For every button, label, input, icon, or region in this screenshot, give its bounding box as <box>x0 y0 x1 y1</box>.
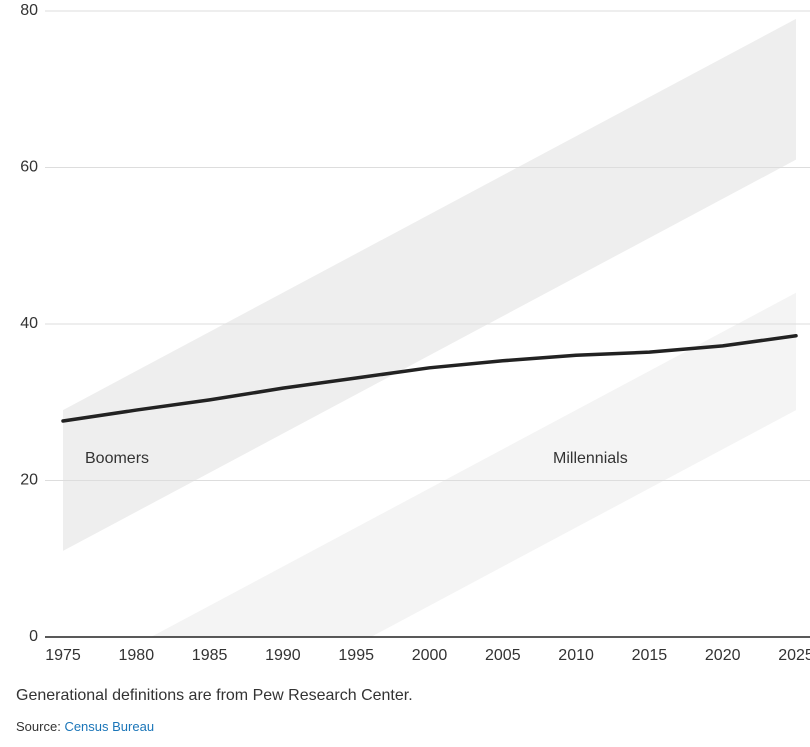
source: Source: Census Bureau <box>16 719 154 734</box>
x-tick-label: 2005 <box>485 647 521 664</box>
y-tick-label: 20 <box>20 472 38 489</box>
line <box>61 333 798 423</box>
band <box>150 292 796 637</box>
x-tick-label: 2010 <box>558 647 594 664</box>
y-tick-label: 40 <box>20 315 38 332</box>
x-tick-label: 2020 <box>705 647 741 664</box>
x-tick-label: 1990 <box>265 647 301 664</box>
source-label: Source: <box>16 719 61 734</box>
x-tick-label: 1995 <box>338 647 374 664</box>
x-tick-label: 1985 <box>192 647 228 664</box>
x-tick-label: 2025 <box>778 647 810 664</box>
y-tick-label: 0 <box>29 628 38 645</box>
band-label: Boomers <box>85 450 149 467</box>
x-tick-label: 1980 <box>119 647 155 664</box>
x-tick-label: 1975 <box>45 647 81 664</box>
x-tick-label: 2015 <box>632 647 668 664</box>
footnote: Generational definitions are from Pew Re… <box>16 687 413 704</box>
source-link[interactable]: Census Bureau <box>64 719 154 734</box>
band-label: Millennials <box>553 450 628 467</box>
y-tick-label: 60 <box>20 159 38 176</box>
x-tick-label: 2000 <box>412 647 448 664</box>
band <box>63 18 796 551</box>
y-tick-label: 80 <box>20 2 38 19</box>
